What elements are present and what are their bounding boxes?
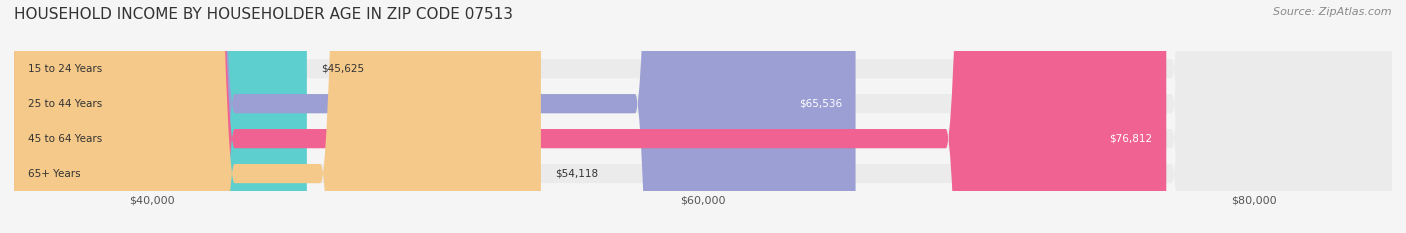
FancyBboxPatch shape [14,0,1392,233]
FancyBboxPatch shape [14,0,541,233]
Text: 15 to 24 Years: 15 to 24 Years [28,64,103,74]
Text: HOUSEHOLD INCOME BY HOUSEHOLDER AGE IN ZIP CODE 07513: HOUSEHOLD INCOME BY HOUSEHOLDER AGE IN Z… [14,7,513,22]
Text: 45 to 64 Years: 45 to 64 Years [28,134,103,144]
FancyBboxPatch shape [14,0,307,233]
FancyBboxPatch shape [14,0,1392,233]
Text: $65,536: $65,536 [799,99,842,109]
FancyBboxPatch shape [14,0,856,233]
Text: $54,118: $54,118 [555,169,598,178]
Text: 65+ Years: 65+ Years [28,169,80,178]
Text: $45,625: $45,625 [321,64,364,74]
Text: Source: ZipAtlas.com: Source: ZipAtlas.com [1274,7,1392,17]
FancyBboxPatch shape [14,0,1392,233]
FancyBboxPatch shape [14,0,1167,233]
Text: 25 to 44 Years: 25 to 44 Years [28,99,103,109]
FancyBboxPatch shape [14,0,1392,233]
Text: $76,812: $76,812 [1109,134,1153,144]
